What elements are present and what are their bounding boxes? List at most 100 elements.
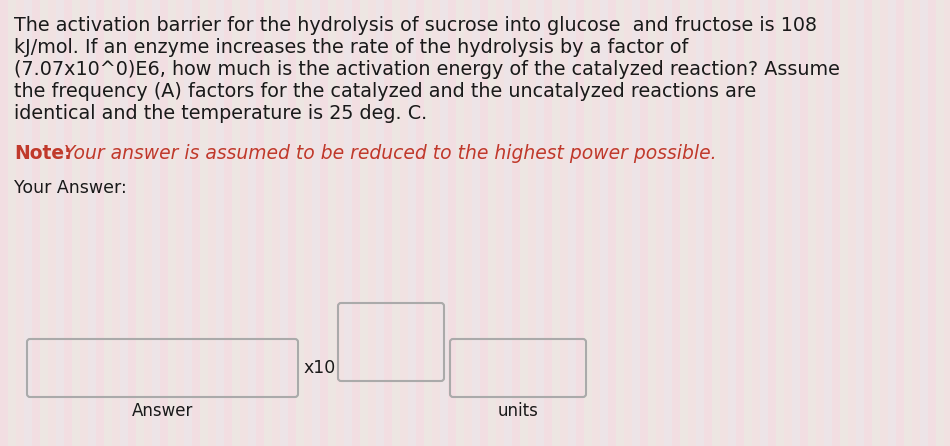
- Bar: [152, 0, 160, 446]
- Bar: [376, 0, 384, 446]
- Bar: [608, 0, 616, 446]
- Bar: [408, 0, 416, 446]
- Bar: [56, 0, 64, 446]
- Text: Your Answer:: Your Answer:: [14, 179, 126, 197]
- Bar: [632, 0, 640, 446]
- Bar: [896, 0, 904, 446]
- Bar: [304, 0, 312, 446]
- Bar: [520, 0, 528, 446]
- Bar: [688, 0, 696, 446]
- Bar: [288, 0, 296, 446]
- Bar: [432, 0, 440, 446]
- Bar: [624, 0, 632, 446]
- Bar: [552, 0, 560, 446]
- Bar: [344, 0, 352, 446]
- Bar: [368, 0, 376, 446]
- Text: Note:: Note:: [14, 144, 71, 163]
- Text: Your answer is assumed to be reduced to the highest power possible.: Your answer is assumed to be reduced to …: [58, 144, 716, 163]
- Bar: [816, 0, 824, 446]
- Bar: [512, 0, 520, 446]
- Bar: [640, 0, 648, 446]
- Bar: [680, 0, 688, 446]
- Bar: [904, 0, 912, 446]
- Bar: [872, 0, 880, 446]
- Bar: [776, 0, 784, 446]
- Text: x10: x10: [303, 359, 335, 377]
- Bar: [600, 0, 608, 446]
- Bar: [248, 0, 256, 446]
- Bar: [808, 0, 816, 446]
- Bar: [664, 0, 672, 446]
- Bar: [256, 0, 264, 446]
- Bar: [416, 0, 424, 446]
- Bar: [352, 0, 360, 446]
- Bar: [160, 0, 168, 446]
- Bar: [456, 0, 464, 446]
- Bar: [392, 0, 400, 446]
- Text: identical and the temperature is 25 deg. C.: identical and the temperature is 25 deg.…: [14, 104, 428, 123]
- Bar: [616, 0, 624, 446]
- Bar: [0, 0, 8, 446]
- Bar: [888, 0, 896, 446]
- Bar: [400, 0, 408, 446]
- Bar: [384, 0, 392, 446]
- Text: The activation barrier for the hydrolysis of sucrose into glucose  and fructose : The activation barrier for the hydrolysi…: [14, 16, 817, 35]
- Bar: [760, 0, 768, 446]
- Bar: [496, 0, 504, 446]
- Bar: [240, 0, 248, 446]
- Bar: [488, 0, 496, 446]
- Bar: [104, 0, 112, 446]
- Bar: [328, 0, 336, 446]
- Bar: [320, 0, 328, 446]
- Bar: [360, 0, 368, 446]
- Bar: [720, 0, 728, 446]
- Bar: [672, 0, 680, 446]
- Bar: [296, 0, 304, 446]
- Bar: [192, 0, 200, 446]
- Bar: [920, 0, 928, 446]
- Bar: [912, 0, 920, 446]
- Bar: [464, 0, 472, 446]
- Bar: [832, 0, 840, 446]
- Bar: [72, 0, 80, 446]
- Bar: [176, 0, 184, 446]
- Bar: [824, 0, 832, 446]
- Bar: [792, 0, 800, 446]
- Bar: [24, 0, 32, 446]
- Bar: [168, 0, 176, 446]
- Bar: [880, 0, 888, 446]
- Text: (7.07x10^0)E6, how much is the activation energy of the catalyzed reaction? Assu: (7.07x10^0)E6, how much is the activatio…: [14, 60, 840, 79]
- Bar: [200, 0, 208, 446]
- Bar: [184, 0, 192, 446]
- Bar: [480, 0, 488, 446]
- Bar: [208, 0, 216, 446]
- Text: kJ/mol. If an enzyme increases the rate of the hydrolysis by a factor of: kJ/mol. If an enzyme increases the rate …: [14, 38, 689, 57]
- Text: Answer: Answer: [132, 402, 193, 420]
- Bar: [944, 0, 950, 446]
- Bar: [32, 0, 40, 446]
- Bar: [448, 0, 456, 446]
- Bar: [232, 0, 240, 446]
- Bar: [728, 0, 736, 446]
- Bar: [440, 0, 448, 446]
- Bar: [88, 0, 96, 446]
- Text: units: units: [498, 402, 539, 420]
- Bar: [280, 0, 288, 446]
- Bar: [312, 0, 320, 446]
- Bar: [648, 0, 656, 446]
- Bar: [864, 0, 872, 446]
- Bar: [856, 0, 864, 446]
- Bar: [112, 0, 120, 446]
- Bar: [656, 0, 664, 446]
- Bar: [712, 0, 720, 446]
- Bar: [264, 0, 272, 446]
- Bar: [840, 0, 848, 446]
- Bar: [272, 0, 280, 446]
- Bar: [64, 0, 72, 446]
- Text: the frequency (A) factors for the catalyzed and the uncatalyzed reactions are: the frequency (A) factors for the cataly…: [14, 82, 756, 101]
- Bar: [584, 0, 592, 446]
- Bar: [560, 0, 568, 446]
- Bar: [80, 0, 88, 446]
- Bar: [336, 0, 344, 446]
- Bar: [504, 0, 512, 446]
